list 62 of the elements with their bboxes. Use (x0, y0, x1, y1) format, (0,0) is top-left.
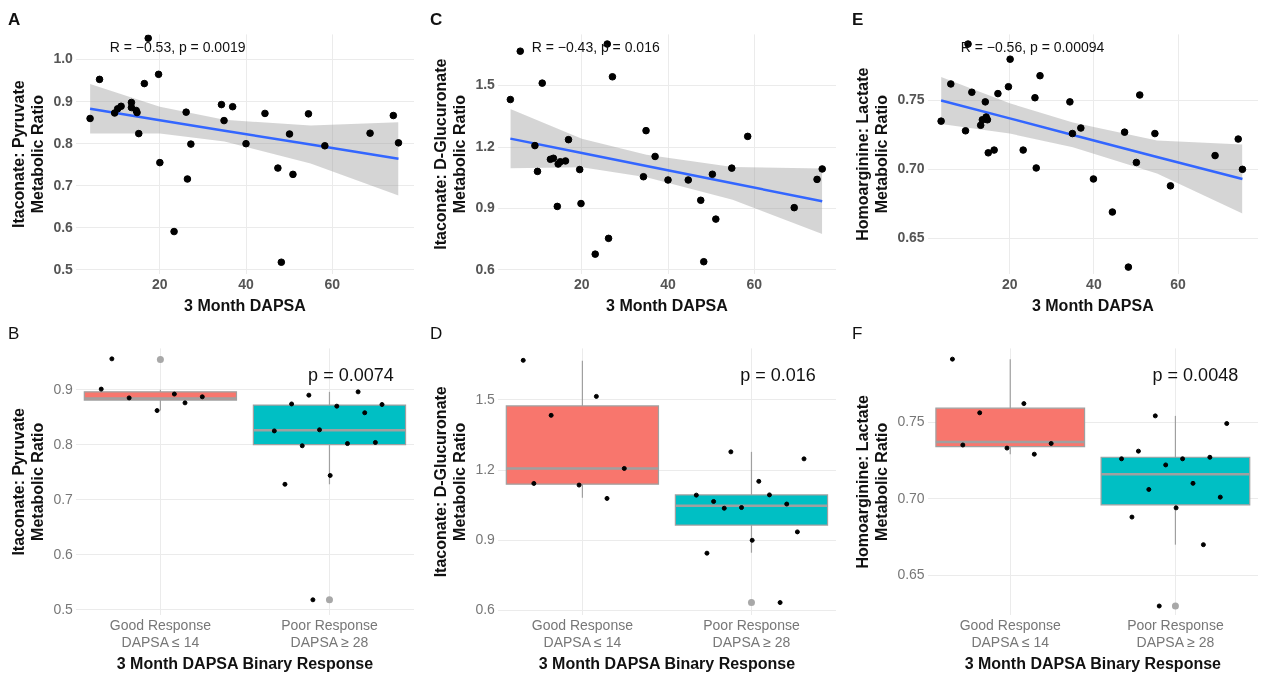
x-tick-label: 20 (1001, 276, 1018, 293)
x-tick-label: Good Response DAPSA ≤ 14 (109, 617, 212, 651)
y-tick-label: 0.7 (53, 490, 74, 507)
y-axis-title: Homoarginine: Lactate Metabolic Ratio (854, 395, 891, 569)
chart-title: B (8, 323, 20, 343)
annotation: p = 0.0074 (308, 365, 394, 386)
y-tick-label: 0.6 (53, 545, 74, 562)
x-axis-title: 3 Month DAPSA Binary Response (538, 654, 796, 672)
x-axis-title: 3 Month DAPSA Binary Response (116, 654, 374, 672)
x-tick-label: 20 (152, 276, 168, 293)
x-axis-title: 3 Month DAPSA Binary Response (964, 654, 1222, 672)
y-tick-label: 0.5 (53, 260, 74, 277)
y-tick-label: 0.9 (475, 199, 496, 216)
y-tick-label: 0.75 (897, 91, 925, 108)
annotation: p = 0.0048 (1152, 365, 1239, 386)
y-axis-title: Itaconate: Pyruvate Metabolic Ratio (10, 407, 47, 556)
annotation: p = 0.016 (740, 365, 816, 386)
y-tick-label: 1.5 (475, 390, 496, 407)
y-tick-label: 0.75 (897, 412, 925, 429)
x-tick-label: 40 (1086, 276, 1102, 293)
annotation: R = −0.53, p = 0.0019 (109, 39, 246, 56)
y-tick-label: 0.8 (53, 435, 74, 452)
x-tick-label: Poor Response DAPSA ≥ 28 (281, 617, 378, 651)
chart-title: C (430, 9, 443, 29)
x-tick-label: 20 (574, 276, 590, 293)
x-tick-label: Poor Response DAPSA ≥ 28 (1127, 617, 1224, 651)
y-tick-label: 0.70 (897, 489, 925, 506)
y-axis-title: Itaconate: D-Glucuronate Metabolic Ratio (432, 386, 469, 578)
x-axis-title: 3 Month DAPSA (1031, 296, 1155, 314)
chart-title: E (852, 9, 864, 29)
x-axis-title: 3 Month DAPSA (606, 296, 729, 314)
x-tick-label: 60 (746, 276, 763, 293)
x-tick-label: Good Response DAPSA ≤ 14 (531, 617, 634, 651)
y-tick-label: 0.5 (53, 600, 74, 617)
y-tick-label: 0.9 (53, 380, 74, 397)
y-tick-label: 0.8 (53, 134, 74, 151)
y-axis-title: Itaconate: Pyruvate Metabolic Ratio (10, 80, 47, 228)
y-tick-label: 0.70 (897, 160, 925, 177)
y-tick-label: 0.6 (475, 601, 496, 618)
y-tick-label: 0.7 (53, 176, 74, 193)
chart-title: A (8, 9, 21, 29)
y-tick-label: 0.65 (897, 566, 925, 583)
y-tick-label: 1.2 (475, 137, 496, 154)
x-tick-label: 60 (324, 276, 341, 293)
y-tick-label: 0.6 (53, 218, 74, 235)
y-tick-label: 0.9 (53, 92, 74, 109)
y-tick-label: 1.5 (475, 76, 496, 93)
y-axis-title: Itaconate: D-Glucuronate Metabolic Ratio (432, 58, 469, 250)
y-tick-label: 0.65 (897, 229, 925, 246)
chart-title: D (430, 323, 443, 343)
y-tick-label: 0.9 (475, 531, 496, 548)
x-axis-title: 3 Month DAPSA (184, 296, 307, 314)
x-tick-label: 60 (1170, 276, 1187, 293)
x-tick-label: 40 (238, 276, 254, 293)
y-tick-label: 1.2 (475, 460, 496, 477)
y-axis-title: Homoarginine: Lactate Metabolic Ratio (854, 67, 891, 241)
y-tick-label: 0.6 (475, 260, 496, 277)
y-tick-label: 1.0 (53, 50, 74, 67)
x-tick-label: 40 (660, 276, 676, 293)
x-tick-label: Good Response DAPSA ≤ 14 (959, 617, 1062, 651)
chart-title: F (852, 323, 863, 343)
x-tick-label: Poor Response DAPSA ≥ 28 (703, 617, 800, 651)
